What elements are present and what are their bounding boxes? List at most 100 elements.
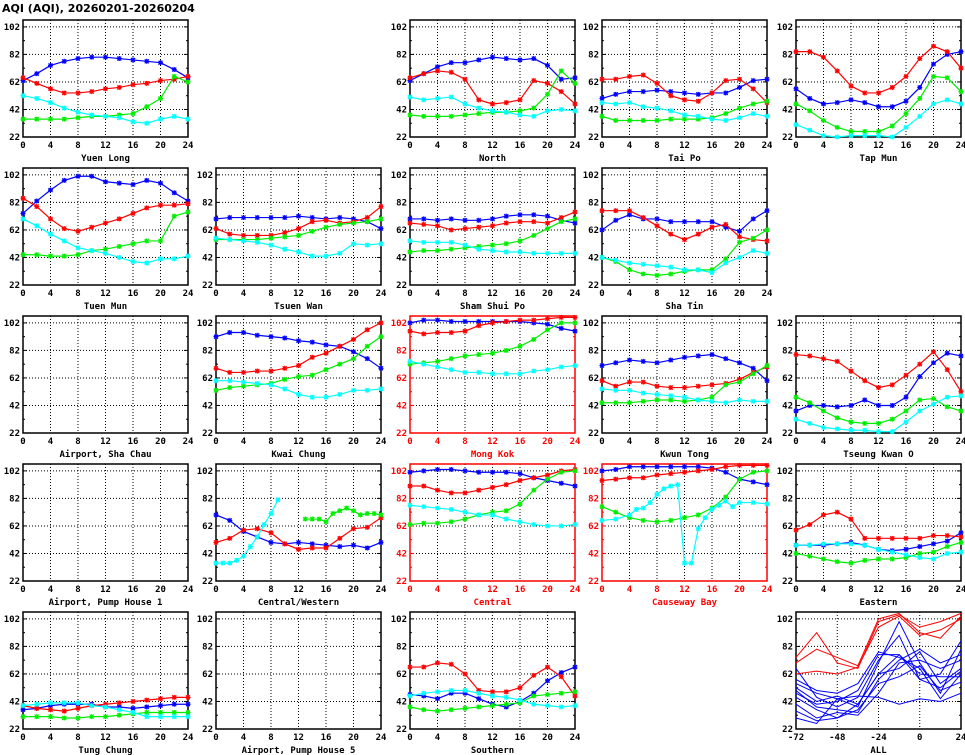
data-point-marker: [599, 227, 605, 233]
data-point-marker: [130, 111, 136, 117]
data-point-marker: [490, 54, 495, 60]
data-point-marker: [668, 271, 674, 277]
all-series-line-blue: [795, 692, 962, 725]
x-tick-label: 8: [848, 141, 853, 151]
x-tick-label: 20: [155, 141, 166, 151]
x-tick-label: 0: [213, 437, 218, 447]
y-tick-label: 42: [396, 105, 407, 115]
data-point-marker: [654, 383, 660, 389]
y-tick-label: 62: [9, 670, 20, 680]
data-point-marker: [158, 202, 163, 208]
data-point-marker: [234, 557, 240, 563]
x-tick-label: 12: [679, 289, 690, 299]
data-point-marker: [476, 469, 482, 475]
data-point-marker: [185, 701, 191, 707]
station-panel-southern: 22 42 62 82 102 0 4 8 12 16 20 24 Southern: [391, 611, 581, 755]
data-point-marker: [958, 89, 964, 95]
y-tick-label: 82: [782, 346, 793, 356]
plot-frame: [22, 167, 189, 286]
data-point-marker: [130, 182, 136, 188]
station-name: Causeway Bay: [652, 598, 718, 608]
data-point-marker: [682, 464, 687, 470]
data-point-marker: [640, 117, 646, 123]
data-point-marker: [435, 223, 440, 229]
y-tick-label: 42: [9, 401, 20, 411]
data-point-marker: [364, 356, 370, 362]
y-tick-label: 102: [4, 319, 20, 329]
data-point-marker: [407, 112, 413, 118]
data-point-marker: [323, 542, 329, 548]
x-tick-label: 0: [599, 585, 604, 595]
y-tick-label: 22: [396, 725, 407, 735]
y-tick-label: 22: [396, 577, 407, 587]
data-point-marker: [876, 420, 881, 426]
y-tick-label: 62: [782, 78, 793, 88]
data-point-marker: [737, 360, 742, 366]
data-point-marker: [476, 512, 482, 518]
data-point-marker: [462, 242, 468, 248]
x-tick-label: 16: [707, 141, 718, 151]
data-point-marker: [572, 468, 578, 474]
data-point-marker: [103, 701, 108, 707]
y-tick-label: 62: [588, 78, 599, 88]
data-point-marker: [709, 270, 715, 276]
data-point-marker: [476, 111, 482, 117]
data-point-marker: [220, 560, 226, 566]
data-point-marker: [476, 323, 482, 329]
data-point-marker: [627, 267, 632, 273]
station-name: Southern: [471, 746, 514, 755]
x-tick-label: 16: [321, 289, 332, 299]
data-point-marker: [268, 235, 274, 241]
y-tick-label: 102: [4, 615, 20, 625]
data-point-marker: [241, 238, 246, 244]
data-point-marker: [268, 242, 274, 248]
data-point-marker: [103, 86, 108, 92]
data-point-marker: [75, 228, 81, 234]
data-point-marker: [351, 387, 356, 393]
x-tick-label: 20: [155, 585, 166, 595]
x-tick-label: 24: [570, 585, 581, 595]
all-series-line-blue: [795, 659, 962, 719]
data-point-marker: [517, 249, 523, 255]
data-point-marker: [48, 216, 53, 222]
x-tick-label: 24: [376, 289, 387, 299]
station-panel-airport-sha-chau: 22 42 62 82 102 0 4 8 12 16 20 24 Airport, Sha Chau: [4, 315, 194, 460]
data-point-marker: [944, 544, 950, 550]
station-panel-mong-kok: 22 42 62 82 102 0 4 8 12 16 20 24 Mong Kok: [391, 314, 581, 460]
data-point-marker: [462, 705, 468, 711]
data-point-marker: [545, 703, 550, 709]
data-point-marker: [75, 700, 81, 706]
data-point-marker: [503, 701, 509, 707]
data-point-marker: [261, 522, 267, 528]
x-tick-label: 8: [75, 141, 80, 151]
x-tick-label: 24: [376, 437, 387, 447]
data-point-marker: [834, 358, 840, 364]
data-point-marker: [48, 62, 53, 68]
x-tick-label: 8: [75, 289, 80, 299]
data-point-marker: [668, 231, 674, 237]
data-point-marker: [654, 117, 660, 123]
data-point-marker: [421, 504, 427, 510]
data-point-marker: [531, 475, 537, 481]
station-name: Kwun Tong: [660, 450, 709, 460]
station-name: Kwai Chung: [271, 449, 325, 460]
data-point-marker: [627, 117, 632, 123]
data-point-marker: [958, 539, 964, 545]
data-point-marker: [889, 104, 895, 110]
data-point-marker: [503, 508, 509, 514]
data-point-marker: [407, 94, 413, 100]
data-point-marker: [517, 112, 523, 118]
data-point-marker: [682, 237, 687, 243]
x-tick-label: 4: [435, 733, 441, 743]
y-tick-label: 42: [588, 401, 599, 411]
data-point-marker: [709, 398, 715, 404]
data-point-marker: [282, 365, 288, 371]
data-point-marker: [490, 703, 495, 709]
station-panel-north: 22 42 62 82 102 0 4 8 12 16 20 24 North: [391, 19, 581, 164]
data-point-marker: [558, 469, 564, 475]
data-point-marker: [476, 352, 482, 358]
data-point-marker: [821, 556, 826, 562]
data-point-marker: [654, 391, 660, 397]
data-point-marker: [20, 195, 26, 201]
x-tick-label: 20: [348, 733, 359, 743]
